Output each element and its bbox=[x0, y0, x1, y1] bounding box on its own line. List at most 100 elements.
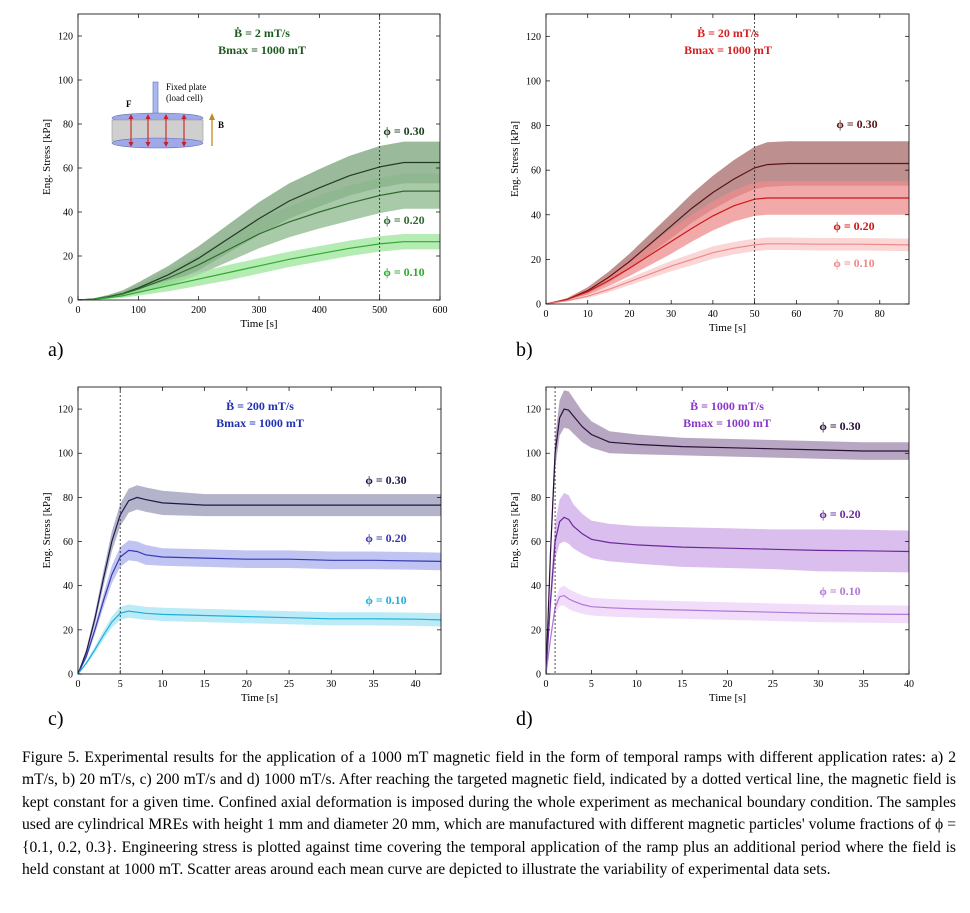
y-tick-label: 0 bbox=[68, 670, 73, 681]
x-tick-label: 60 bbox=[791, 309, 801, 320]
rate-annotation: Ḃ = 2 mT/s bbox=[234, 26, 290, 40]
x-tick-label: 200 bbox=[191, 305, 206, 316]
y-tick-label: 60 bbox=[63, 537, 73, 548]
field-label: B bbox=[218, 120, 224, 130]
x-tick-label: 40 bbox=[708, 309, 718, 320]
x-tick-label: 40 bbox=[904, 679, 914, 690]
y-tick-label: 20 bbox=[531, 625, 541, 636]
series-label-1: ϕ = 0.30 bbox=[836, 117, 877, 131]
x-tick-label: 5 bbox=[118, 679, 123, 690]
x-tick-label: 0 bbox=[76, 305, 81, 316]
plot-area bbox=[546, 390, 909, 674]
x-tick-label: 5 bbox=[589, 679, 594, 690]
rate-annotation: Ḃ = 200 mT/s bbox=[226, 399, 294, 413]
x-tick-label: 20 bbox=[624, 309, 634, 320]
force-arrow-head-up bbox=[181, 114, 187, 119]
x-tick-label: 30 bbox=[813, 679, 823, 690]
x-axis-label: Time [s] bbox=[709, 692, 746, 704]
y-axis-label: Eng. Stress [kPa] bbox=[509, 492, 521, 568]
force-arrow-head-up bbox=[163, 114, 169, 119]
x-tick-label: 25 bbox=[768, 679, 778, 690]
x-axis-label: Time [s] bbox=[241, 692, 278, 704]
mean-curve-2 bbox=[78, 190, 440, 300]
x-tick-label: 600 bbox=[433, 305, 448, 316]
mean-curve-2 bbox=[78, 549, 441, 674]
mean-curve-1 bbox=[78, 496, 441, 674]
y-tick-label: 80 bbox=[63, 493, 73, 504]
series-label-2: ϕ = 0.20 bbox=[819, 507, 860, 521]
series-label-3: ϕ = 0.10 bbox=[819, 584, 860, 598]
x-tick-label: 100 bbox=[131, 305, 146, 316]
inset-label-line1: Fixed plate bbox=[166, 82, 206, 92]
y-tick-label: 100 bbox=[58, 449, 73, 460]
bmax-annotation: Bmax = 1000 mT bbox=[218, 43, 306, 57]
x-tick-label: 70 bbox=[833, 309, 843, 320]
x-tick-label: 0 bbox=[76, 679, 81, 690]
bmax-annotation: Bmax = 1000 mT bbox=[684, 43, 772, 57]
x-tick-label: 15 bbox=[677, 679, 687, 690]
bottom-plate bbox=[111, 137, 204, 149]
mean-curve-1 bbox=[546, 408, 909, 674]
chart-panel-1: 0 100 200 300 400 500 600 0 20 40 60 80 100 120 Time [… bbox=[41, 13, 448, 361]
y-axis-label: Eng. Stress [kPa] bbox=[41, 119, 53, 195]
panel-label: c) bbox=[48, 708, 64, 730]
series-label-3: ϕ = 0.10 bbox=[383, 265, 424, 279]
y-tick-label: 120 bbox=[58, 32, 73, 43]
series-label-1: ϕ = 0.30 bbox=[383, 124, 424, 138]
y-tick-label: 20 bbox=[531, 255, 541, 266]
series-label-1: ϕ = 0.30 bbox=[819, 419, 860, 433]
load-cell-rod bbox=[152, 81, 159, 119]
series-label-2: ϕ = 0.20 bbox=[833, 219, 874, 233]
x-tick-label: 20 bbox=[242, 679, 252, 690]
scatter-band-2 bbox=[546, 181, 909, 304]
axes-frame bbox=[545, 13, 910, 305]
rate-annotation: Ḃ = 20 mT/s bbox=[697, 26, 759, 40]
y-tick-label: 100 bbox=[526, 76, 541, 87]
panel-label: b) bbox=[516, 339, 533, 361]
scatter-band-2 bbox=[78, 173, 440, 300]
force-arrow-head-up bbox=[145, 114, 151, 119]
mean-curve-3 bbox=[78, 241, 440, 300]
chart-panel-2: 0 10 20 30 40 50 60 70 80 0 20 40 60 80 100 120 Time [s]… bbox=[509, 13, 910, 361]
panel-label: d) bbox=[516, 708, 533, 730]
x-axis-label: Time [s] bbox=[709, 322, 746, 334]
scatter-band-2 bbox=[78, 540, 441, 674]
x-tick-label: 0 bbox=[544, 309, 549, 320]
x-tick-label: 25 bbox=[284, 679, 294, 690]
rate-annotation: Ḃ = 1000 mT/s bbox=[690, 399, 764, 413]
axes-frame bbox=[77, 386, 442, 675]
y-axis-label: Eng. Stress [kPa] bbox=[509, 121, 521, 197]
inset-schematic: Fixed plate(load cell) F B bbox=[111, 81, 224, 149]
force-arrow-head-down bbox=[128, 142, 134, 147]
y-tick-label: 40 bbox=[531, 581, 541, 592]
figure-caption: Figure 5. Experimental results for the a… bbox=[22, 749, 956, 879]
y-tick-label: 120 bbox=[58, 405, 73, 416]
x-tick-label: 50 bbox=[750, 309, 760, 320]
plot-area bbox=[78, 141, 440, 300]
scatter-band-2 bbox=[546, 493, 909, 674]
bmax-annotation: Bmax = 1000 mT bbox=[683, 416, 771, 430]
x-tick-label: 15 bbox=[200, 679, 210, 690]
x-tick-label: 10 bbox=[583, 309, 593, 320]
y-tick-label: 0 bbox=[536, 300, 541, 311]
scatter-band-1 bbox=[546, 390, 909, 674]
x-tick-label: 300 bbox=[252, 305, 267, 316]
chart-panel-3: 0 5 10 15 20 25 30 35 40 0 20 40 60 80 100 120 Time [s] E… bbox=[41, 386, 442, 730]
y-tick-label: 20 bbox=[63, 252, 73, 263]
series-label-2: ϕ = 0.20 bbox=[365, 531, 406, 545]
plot-area bbox=[546, 141, 909, 304]
y-tick-label: 60 bbox=[531, 166, 541, 177]
x-tick-label: 40 bbox=[411, 679, 421, 690]
series-label-1: ϕ = 0.30 bbox=[365, 473, 406, 487]
y-tick-label: 60 bbox=[63, 164, 73, 175]
x-tick-label: 10 bbox=[157, 679, 167, 690]
y-tick-label: 60 bbox=[531, 537, 541, 548]
bmax-annotation: Bmax = 1000 mT bbox=[216, 416, 304, 430]
series-label-3: ϕ = 0.10 bbox=[365, 593, 406, 607]
mean-curve-2 bbox=[546, 197, 909, 304]
mean-curve-1 bbox=[546, 162, 909, 304]
x-tick-label: 80 bbox=[875, 309, 885, 320]
y-tick-label: 40 bbox=[531, 210, 541, 221]
x-tick-label: 20 bbox=[723, 679, 733, 690]
